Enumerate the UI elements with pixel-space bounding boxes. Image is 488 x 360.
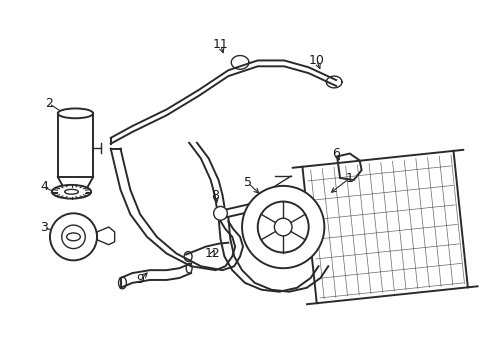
Ellipse shape bbox=[52, 185, 91, 199]
Text: 8: 8 bbox=[211, 189, 219, 202]
Text: 9: 9 bbox=[136, 274, 144, 287]
Text: 3: 3 bbox=[40, 221, 48, 234]
Text: 1: 1 bbox=[345, 171, 353, 185]
Text: 4: 4 bbox=[40, 180, 48, 193]
Ellipse shape bbox=[50, 213, 97, 260]
Circle shape bbox=[242, 186, 324, 268]
Circle shape bbox=[257, 202, 308, 252]
Text: 2: 2 bbox=[45, 97, 53, 110]
Circle shape bbox=[213, 206, 227, 220]
Text: 11: 11 bbox=[212, 38, 228, 51]
Text: 12: 12 bbox=[204, 247, 220, 260]
Ellipse shape bbox=[58, 108, 93, 118]
Text: 5: 5 bbox=[244, 176, 251, 189]
Circle shape bbox=[274, 218, 291, 236]
Text: 7: 7 bbox=[268, 250, 276, 263]
Text: 10: 10 bbox=[308, 54, 324, 67]
Text: 6: 6 bbox=[331, 147, 339, 160]
Ellipse shape bbox=[61, 225, 85, 249]
